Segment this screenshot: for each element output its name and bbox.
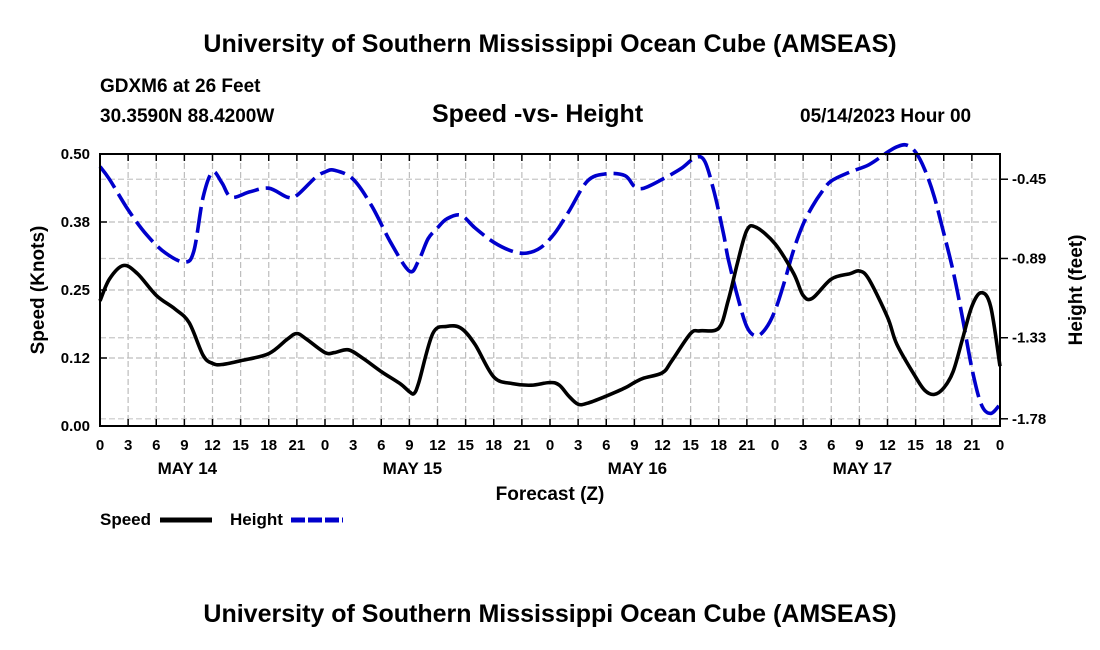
y-axis-label: Speed (Knots) (28, 226, 49, 355)
x-tick-label: 21 (514, 437, 531, 454)
x-tick-label: 18 (935, 437, 952, 454)
x-tick-label: 21 (739, 437, 756, 454)
x-tick-label: 6 (602, 437, 610, 454)
x-tick-label: 9 (630, 437, 638, 454)
x-tick-label: 0 (771, 437, 779, 454)
x-tick-label: 6 (377, 437, 385, 454)
grid-lines (100, 154, 1000, 426)
legend-speed-label: Speed (100, 510, 151, 529)
location-label: 30.3590N 88.4200W (100, 106, 275, 127)
date-label: MAY 15 (383, 459, 443, 478)
y-tick-label: 0.25 (61, 282, 90, 299)
x-tick-label: 0 (321, 437, 329, 454)
x-tick-label: 15 (682, 437, 699, 454)
y-axis-right: -0.45 -0.89 -1.33 -1.78 (1000, 171, 1046, 428)
x-tick-label: 3 (574, 437, 582, 454)
x-tick-label: 6 (152, 437, 160, 454)
x-tick-label: 21 (964, 437, 981, 454)
x-tick-label: 15 (907, 437, 924, 454)
x-tick-label: 0 (546, 437, 554, 454)
y-tick-label: 0.00 (61, 418, 90, 435)
series-lines (98, 142, 1002, 416)
y-axis-left: 0.00 0.12 0.25 0.38 0.50 (61, 146, 107, 435)
x-tick-label: 12 (204, 437, 221, 454)
x-tick-label: 3 (799, 437, 807, 454)
x-tick-label: 9 (405, 437, 413, 454)
date-label: 05/14/2023 Hour 00 (800, 106, 972, 127)
date-label: MAY 14 (158, 459, 218, 478)
series-line-height (98, 142, 1002, 416)
y-tick-label: 0.12 (61, 350, 90, 367)
y-tick-label: 0.38 (61, 214, 90, 231)
x-tick-label: 18 (710, 437, 727, 454)
station-label: GDXM6 at 26 Feet (100, 76, 261, 97)
x-tick-label: 12 (429, 437, 446, 454)
x-tick-label: 12 (879, 437, 896, 454)
date-labels: MAY 14 MAY 15 MAY 16 MAY 17 (158, 459, 893, 478)
y2-tick-label: -1.78 (1012, 411, 1046, 428)
y2-tick-label: -0.89 (1012, 250, 1046, 267)
footer-title: University of Southern Mississippi Ocean… (203, 600, 897, 628)
x-tick-label: 15 (457, 437, 474, 454)
x-tick-label: 18 (485, 437, 502, 454)
x-tick-label: 21 (289, 437, 306, 454)
x-tick-label: 9 (855, 437, 863, 454)
x-axis: 0 3 6 9 12 15 18 21 0 3 6 9 12 15 18 21 0 3 6 9 12 15 18 21 0 3 6 9… (96, 154, 1004, 454)
x-tick-label: 15 (232, 437, 249, 454)
x-tick-label: 9 (180, 437, 188, 454)
x-tick-label: 3 (349, 437, 357, 454)
legend: Speed Height (100, 510, 343, 529)
x-tick-label: 0 (96, 437, 104, 454)
chart-title: University of Southern Mississippi Ocean… (203, 30, 897, 58)
x-axis-label: Forecast (Z) (496, 484, 605, 505)
legend-height-label: Height (230, 510, 283, 529)
y2-tick-label: -0.45 (1012, 171, 1046, 188)
y2-tick-label: -1.33 (1012, 330, 1046, 347)
x-tick-label: 6 (827, 437, 835, 454)
x-tick-label: 3 (124, 437, 132, 454)
chart-subtitle: Speed -vs- Height (432, 100, 644, 128)
series-line-speed (98, 223, 1002, 407)
date-label: MAY 16 (608, 459, 668, 478)
x-tick-label: 12 (654, 437, 671, 454)
y-tick-label: 0.50 (61, 146, 90, 163)
x-tick-label: 0 (996, 437, 1004, 454)
date-label: MAY 17 (833, 459, 893, 478)
y2-axis-label: Height (feet) (1066, 235, 1087, 346)
x-tick-label: 18 (260, 437, 277, 454)
